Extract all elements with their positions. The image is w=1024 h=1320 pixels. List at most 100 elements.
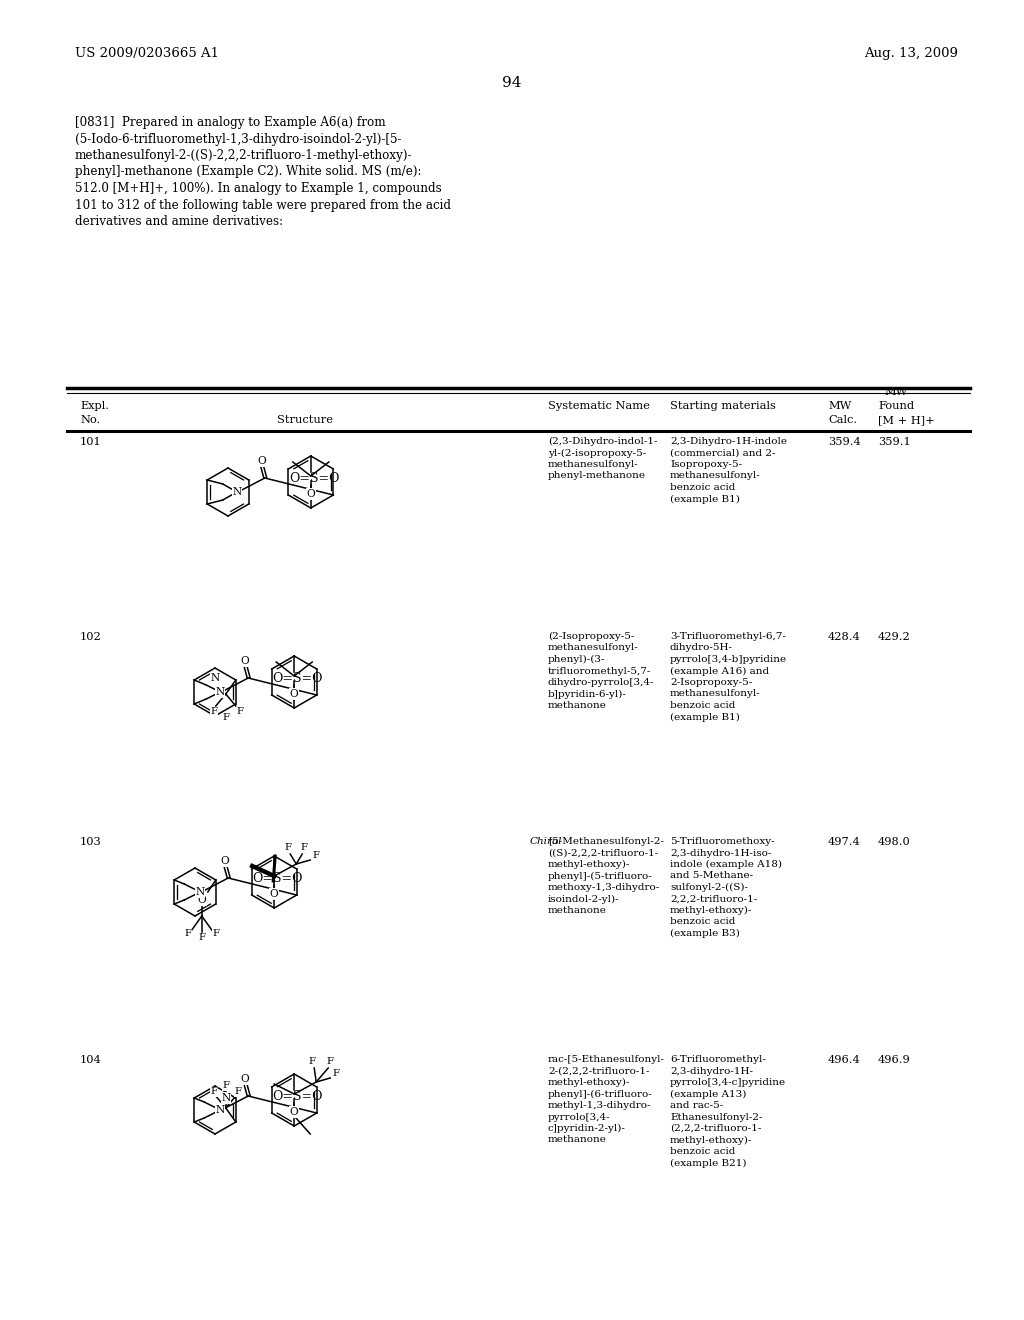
Text: O=S=O: O=S=O — [252, 873, 303, 886]
Text: (example A13): (example A13) — [670, 1089, 746, 1098]
Text: F: F — [308, 1057, 315, 1067]
Text: 429.2: 429.2 — [878, 632, 910, 642]
Text: benzoic acid: benzoic acid — [670, 1147, 735, 1156]
Text: isoindol-2-yl)-: isoindol-2-yl)- — [548, 895, 620, 904]
Text: methanone: methanone — [548, 701, 607, 710]
Text: F: F — [234, 1088, 242, 1097]
Text: (example B1): (example B1) — [670, 495, 740, 504]
Text: F: F — [285, 843, 292, 853]
Text: rac-[5-Ethanesulfonyl-: rac-[5-Ethanesulfonyl- — [548, 1055, 665, 1064]
Text: benzoic acid: benzoic acid — [670, 917, 735, 927]
Text: 498.0: 498.0 — [878, 837, 910, 847]
Text: O: O — [306, 488, 315, 499]
Text: pyrrolo[3,4-b]pyridine: pyrrolo[3,4-b]pyridine — [670, 655, 787, 664]
Text: Starting materials: Starting materials — [670, 401, 776, 411]
Text: US 2009/0203665 A1: US 2009/0203665 A1 — [75, 48, 219, 59]
Text: 3-Trifluoromethyl-6,7-: 3-Trifluoromethyl-6,7- — [670, 632, 785, 642]
Text: O: O — [221, 855, 229, 866]
Text: Found: Found — [878, 401, 914, 411]
Text: trifluoromethyl-5,7-: trifluoromethyl-5,7- — [548, 667, 651, 676]
Text: dihydro-5H-: dihydro-5H- — [670, 644, 733, 652]
Text: pyrrolo[3,4-c]pyridine: pyrrolo[3,4-c]pyridine — [670, 1078, 786, 1086]
Text: (2,3-Dihydro-indol-1-: (2,3-Dihydro-indol-1- — [548, 437, 657, 446]
Text: methyl-ethoxy)-: methyl-ethoxy)- — [670, 1135, 753, 1144]
Text: F: F — [333, 1069, 340, 1078]
Text: F: F — [301, 843, 308, 853]
Text: methanone: methanone — [548, 906, 607, 915]
Text: methyl-ethoxy)-: methyl-ethoxy)- — [548, 861, 631, 869]
Text: methanesulfonyl-2-((S)-2,2,2-trifluoro-1-methyl-ethoxy)-: methanesulfonyl-2-((S)-2,2,2-trifluoro-1… — [75, 149, 413, 162]
Text: F: F — [327, 1057, 334, 1067]
Text: MW: MW — [885, 387, 907, 397]
Text: 101: 101 — [80, 437, 101, 447]
Text: sulfonyl-2-((S)-: sulfonyl-2-((S)- — [670, 883, 748, 892]
Text: 359.1: 359.1 — [878, 437, 910, 447]
Text: (2,2,2-trifluoro-1-: (2,2,2-trifluoro-1- — [670, 1125, 762, 1133]
Text: F: F — [210, 708, 217, 717]
Text: O=S=O: O=S=O — [272, 672, 323, 685]
Text: methyl-1,3-dihydro-: methyl-1,3-dihydro- — [548, 1101, 651, 1110]
Text: pyrrolo[3,4-: pyrrolo[3,4- — [548, 1113, 610, 1122]
Text: N: N — [216, 686, 225, 697]
Text: 2,3-dihydro-1H-: 2,3-dihydro-1H- — [670, 1067, 753, 1076]
Text: Ethanesulfonyl-2-: Ethanesulfonyl-2- — [670, 1113, 763, 1122]
Text: Structure: Structure — [278, 414, 333, 425]
Text: Isopropoxy-5-: Isopropoxy-5- — [670, 459, 742, 469]
Text: methanesulfonyl-: methanesulfonyl- — [548, 644, 639, 652]
Text: F: F — [212, 929, 219, 939]
Text: ((S)-2,2,2-trifluoro-1-: ((S)-2,2,2-trifluoro-1- — [548, 849, 658, 858]
Text: 512.0 [M+H]+, 100%). In analogy to Example 1, compounds: 512.0 [M+H]+, 100%). In analogy to Examp… — [75, 182, 441, 195]
Text: methyl-ethoxy)-: methyl-ethoxy)- — [670, 906, 753, 915]
Text: Calc.: Calc. — [828, 414, 857, 425]
Text: and rac-5-: and rac-5- — [670, 1101, 723, 1110]
Text: methoxy-1,3-dihydro-: methoxy-1,3-dihydro- — [548, 883, 660, 892]
Text: (example B3): (example B3) — [670, 929, 740, 939]
Text: (2-Isopropoxy-5-: (2-Isopropoxy-5- — [548, 632, 635, 642]
Text: (commercial) and 2-: (commercial) and 2- — [670, 449, 775, 458]
Text: F: F — [222, 714, 229, 722]
Text: [0831]  Prepared in analogy to Example A6(a) from: [0831] Prepared in analogy to Example A6… — [75, 116, 386, 129]
Text: N: N — [196, 887, 205, 898]
Text: 497.4: 497.4 — [828, 837, 861, 847]
Text: 102: 102 — [80, 632, 101, 642]
Text: 104: 104 — [80, 1055, 101, 1065]
Text: F: F — [199, 933, 205, 942]
Text: [M + H]+: [M + H]+ — [878, 414, 935, 425]
Text: F: F — [184, 929, 191, 939]
Text: methanesulfonyl-: methanesulfonyl- — [670, 471, 761, 480]
Text: 496.9: 496.9 — [878, 1055, 910, 1065]
Text: O: O — [241, 1074, 250, 1084]
Text: F: F — [312, 851, 319, 861]
Text: 2-Isopropoxy-5-: 2-Isopropoxy-5- — [670, 678, 753, 686]
Text: phenyl)-(3-: phenyl)-(3- — [548, 655, 605, 664]
Text: methanesulfonyl-: methanesulfonyl- — [670, 689, 761, 698]
Text: benzoic acid: benzoic acid — [670, 483, 735, 492]
Text: yl-(2-isopropoxy-5-: yl-(2-isopropoxy-5- — [548, 449, 646, 458]
Text: and 5-Methane-: and 5-Methane- — [670, 871, 753, 880]
Text: benzoic acid: benzoic acid — [670, 701, 735, 710]
Text: O: O — [290, 1107, 299, 1117]
Text: O: O — [198, 895, 206, 906]
Text: phenyl]-(5-trifluoro-: phenyl]-(5-trifluoro- — [548, 871, 652, 880]
Text: O=S=O: O=S=O — [272, 1090, 323, 1104]
Text: Expl.: Expl. — [80, 401, 109, 411]
Text: 101 to 312 of the following table were prepared from the acid: 101 to 312 of the following table were p… — [75, 198, 451, 211]
Text: phenyl]-methanone (Example C2). White solid. MS (m/e):: phenyl]-methanone (Example C2). White so… — [75, 165, 422, 178]
Text: F: F — [222, 1081, 229, 1090]
Text: 2-(2,2,2-trifluoro-1-: 2-(2,2,2-trifluoro-1- — [548, 1067, 649, 1076]
Text: MW: MW — [828, 401, 851, 411]
Text: (5-Iodo-6-trifluoromethyl-1,3-dihydro-isoindol-2-yl)-[5-: (5-Iodo-6-trifluoromethyl-1,3-dihydro-is… — [75, 132, 401, 145]
Text: O=S=O: O=S=O — [289, 473, 339, 486]
Text: F: F — [237, 708, 244, 717]
Text: 359.4: 359.4 — [828, 437, 861, 447]
Text: (example B1): (example B1) — [670, 713, 740, 722]
Text: O: O — [290, 689, 299, 700]
Text: methyl-ethoxy)-: methyl-ethoxy)- — [548, 1078, 631, 1088]
Text: 428.4: 428.4 — [828, 632, 861, 642]
Text: dihydro-pyrrolo[3,4-: dihydro-pyrrolo[3,4- — [548, 678, 654, 686]
Text: 2,2,2-trifluoro-1-: 2,2,2-trifluoro-1- — [670, 895, 758, 903]
Text: [5-Methanesulfonyl-2-: [5-Methanesulfonyl-2- — [548, 837, 664, 846]
Text: O: O — [257, 455, 266, 466]
Text: phenyl]-(6-trifluoro-: phenyl]-(6-trifluoro- — [548, 1089, 652, 1098]
Text: indole (example A18): indole (example A18) — [670, 861, 782, 869]
